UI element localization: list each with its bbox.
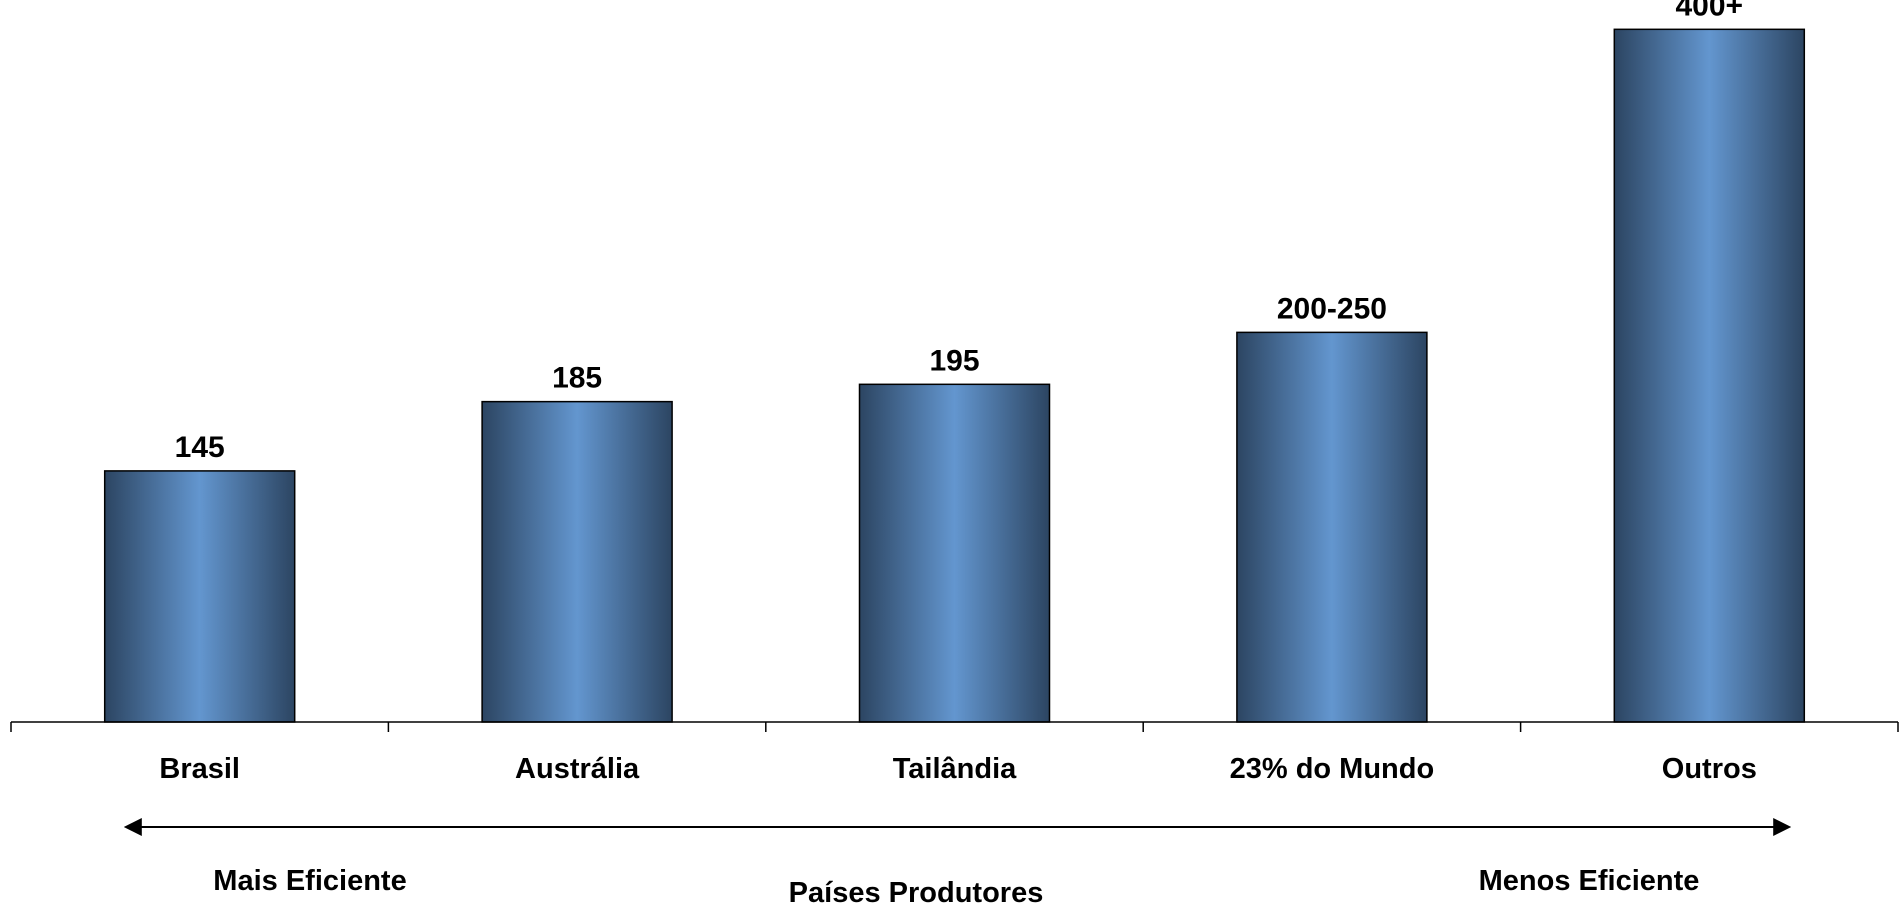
bar-2	[858, 383, 1051, 723]
x-axis-ticks	[10, 722, 1899, 732]
category-label: 23% do Mundo	[1230, 753, 1435, 785]
value-label: 195	[929, 344, 979, 377]
bar-0	[103, 470, 296, 723]
category-labels-group: Brasil Austrália Tailândia 23% do Mundo Outr…	[159, 753, 1756, 785]
bar-4	[1613, 28, 1806, 723]
annotation-left: Mais Eficiente	[213, 865, 406, 897]
category-label: Brasil	[159, 753, 240, 785]
bar-3	[1236, 331, 1428, 723]
category-label: Tailândia	[893, 753, 1017, 785]
category-label: Austrália	[515, 753, 640, 785]
annotation-right: Menos Eficiente	[1479, 865, 1700, 897]
category-label: Outros	[1662, 753, 1757, 785]
value-label: 185	[552, 362, 602, 395]
value-label: 145	[175, 431, 225, 464]
x-axis-label: Países Produtores	[789, 877, 1044, 907]
value-label: 400+	[1676, 0, 1744, 22]
bars-group	[103, 28, 1806, 723]
value-label: 200-250	[1277, 292, 1387, 325]
value-labels-group: 145 185 195 200-250 400+	[175, 0, 1743, 464]
bar-1	[481, 400, 673, 723]
